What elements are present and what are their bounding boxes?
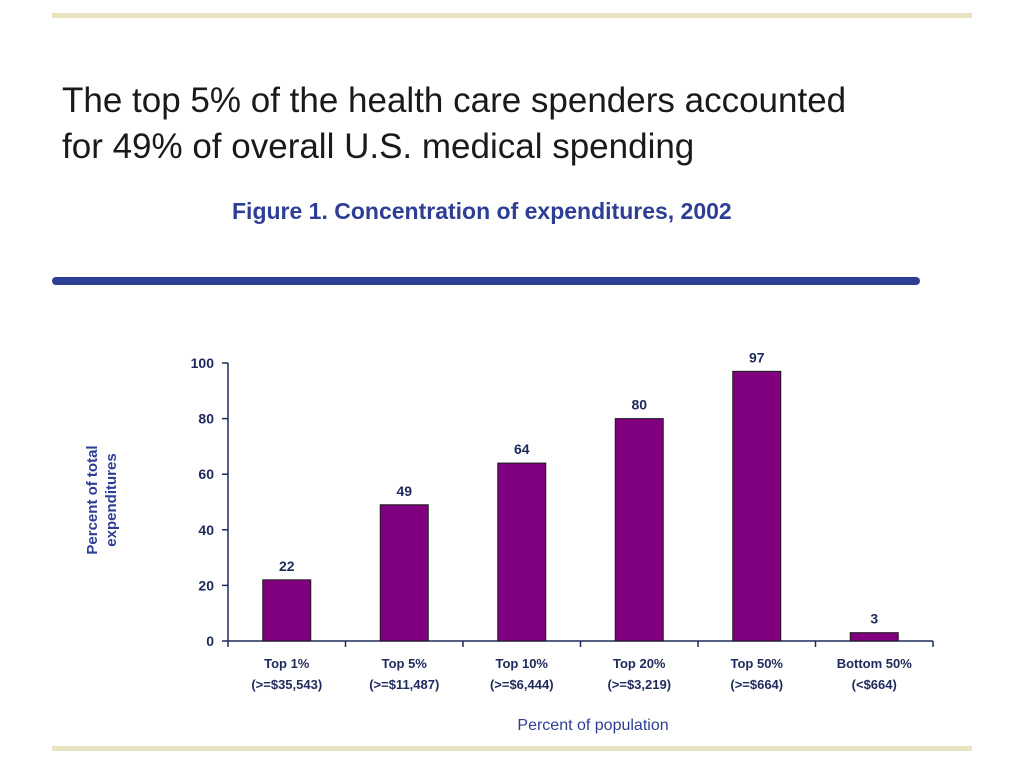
slide-title: The top 5% of the health care spenders a… xyxy=(62,78,982,170)
data-label: 64 xyxy=(514,441,530,457)
bar xyxy=(497,462,547,642)
y-axis-title-line-2: expenditures xyxy=(103,453,120,546)
x-category-sublabel: (>=$6,444) xyxy=(490,677,554,692)
slide-title-line-1: The top 5% of the health care spenders a… xyxy=(62,81,847,120)
x-category-label: Top 50% xyxy=(731,656,784,671)
y-tick-label: 40 xyxy=(198,522,214,538)
top-rule xyxy=(52,13,972,18)
bar xyxy=(262,579,312,642)
bar xyxy=(379,504,429,642)
data-label: 22 xyxy=(279,558,295,574)
figure-title: Figure 1. Concentration of expenditures,… xyxy=(232,198,732,224)
x-category-label: Bottom 50% xyxy=(837,656,913,671)
y-axis-title-line-1: Percent of total xyxy=(84,445,101,554)
bar xyxy=(614,418,664,642)
x-category-label: Top 10% xyxy=(496,656,549,671)
bar xyxy=(849,632,899,642)
bottom-rule xyxy=(52,746,972,751)
data-label: 97 xyxy=(749,349,765,365)
x-category-sublabel: (>=$35,543) xyxy=(251,677,322,692)
x-category-label: Top 5% xyxy=(382,656,428,671)
y-tick-label: 80 xyxy=(198,411,214,427)
x-axis-title: Percent of population xyxy=(517,717,668,734)
y-tick-label: 100 xyxy=(191,355,215,371)
data-label: 49 xyxy=(396,483,412,499)
x-category-sublabel: (>=$3,219) xyxy=(607,677,671,692)
data-label: 80 xyxy=(631,397,647,413)
x-category-label: Top 20% xyxy=(613,656,666,671)
y-tick-label: 20 xyxy=(198,577,214,593)
y-tick-label: 60 xyxy=(198,466,214,482)
y-axis-title: Percent of total expenditures xyxy=(84,445,120,554)
data-label: 3 xyxy=(870,611,878,627)
y-tick-label: 0 xyxy=(206,633,214,649)
x-category-sublabel: (<$664) xyxy=(852,677,897,692)
x-category-label: Top 1% xyxy=(264,656,310,671)
x-category-sublabel: (>=$664) xyxy=(730,677,783,692)
divider-bar xyxy=(52,277,920,285)
slide-title-line-2: for 49% of overall U.S. medical spending xyxy=(62,127,695,166)
x-category-sublabel: (>=$11,487) xyxy=(369,677,439,692)
bar xyxy=(732,370,782,642)
